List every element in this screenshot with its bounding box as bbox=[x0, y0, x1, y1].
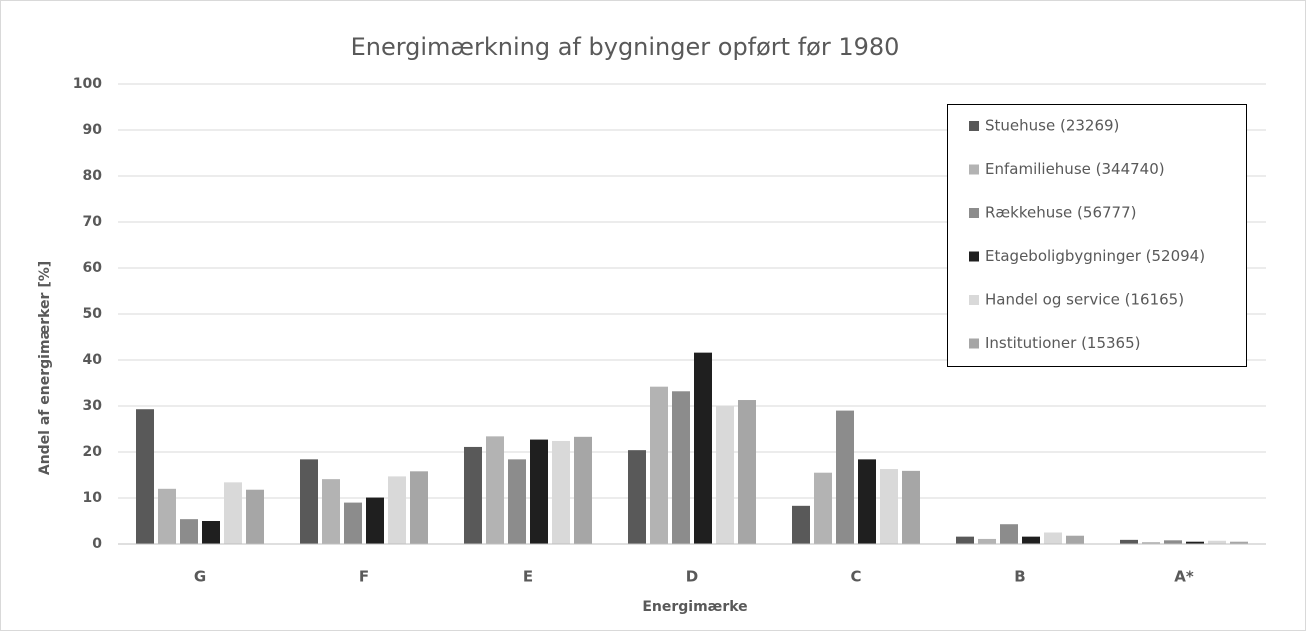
bar bbox=[1022, 536, 1040, 544]
bar bbox=[858, 459, 876, 544]
y-tick-label: 20 bbox=[83, 444, 103, 460]
y-tick-label: 0 bbox=[92, 536, 102, 552]
y-axis-label: Andel af energimærker [%] bbox=[37, 261, 53, 475]
chart-title: Energimærkning af bygninger opført før 1… bbox=[351, 33, 900, 61]
legend-swatch bbox=[969, 338, 979, 349]
bar bbox=[300, 459, 318, 544]
bar bbox=[180, 519, 198, 544]
legend-label: Rækkehuse (56777) bbox=[985, 204, 1136, 222]
x-tick-label: E bbox=[523, 568, 533, 586]
bar bbox=[738, 400, 756, 544]
y-tick-label: 50 bbox=[83, 306, 103, 322]
y-tick-label: 10 bbox=[83, 490, 103, 506]
bar bbox=[792, 505, 810, 544]
bar bbox=[880, 469, 898, 544]
bar bbox=[672, 391, 690, 544]
y-tick-label: 60 bbox=[83, 260, 103, 276]
bar bbox=[202, 521, 220, 544]
bar bbox=[530, 439, 548, 544]
bar bbox=[388, 476, 406, 544]
bar bbox=[410, 471, 428, 544]
legend-label: Institutioner (15365) bbox=[985, 334, 1141, 352]
legend-label: Stuehuse (23269) bbox=[985, 117, 1119, 135]
y-tick-label: 40 bbox=[83, 352, 103, 368]
y-tick-label: 30 bbox=[83, 398, 103, 414]
bar bbox=[1142, 542, 1160, 544]
bar bbox=[246, 489, 264, 544]
bar bbox=[1000, 524, 1018, 544]
bar bbox=[694, 352, 712, 544]
bar bbox=[464, 446, 482, 544]
bar bbox=[366, 497, 384, 544]
legend-box bbox=[947, 104, 1247, 367]
legend-swatch bbox=[969, 295, 979, 305]
bar bbox=[1208, 540, 1226, 544]
x-axis-label: Energimærke bbox=[642, 599, 747, 615]
bar bbox=[814, 472, 832, 544]
bar bbox=[978, 538, 996, 544]
bar bbox=[552, 440, 570, 544]
bar bbox=[1120, 539, 1138, 544]
legend-label: Etageboligbygninger (52094) bbox=[985, 247, 1205, 265]
legend-swatch bbox=[969, 164, 979, 175]
x-tick-label: C bbox=[850, 568, 861, 586]
bar bbox=[574, 436, 592, 544]
bar bbox=[158, 488, 176, 544]
y-tick-label: 90 bbox=[83, 122, 103, 138]
legend-swatch bbox=[969, 251, 979, 262]
bar bbox=[136, 409, 154, 544]
bar bbox=[1186, 541, 1204, 544]
bar bbox=[902, 470, 920, 544]
bar bbox=[1044, 532, 1062, 544]
x-tick-label: F bbox=[359, 568, 369, 586]
legend-swatch bbox=[969, 121, 979, 131]
bar bbox=[956, 536, 974, 544]
y-tick-label: 70 bbox=[83, 214, 103, 230]
bar bbox=[716, 405, 734, 544]
bar bbox=[650, 386, 668, 544]
x-tick-label: D bbox=[686, 568, 698, 586]
y-tick-label: 100 bbox=[73, 76, 102, 92]
bar bbox=[628, 450, 646, 544]
y-tick-label: 80 bbox=[83, 168, 103, 184]
bar bbox=[344, 502, 362, 544]
bar bbox=[322, 479, 340, 544]
x-tick-label: G bbox=[194, 568, 206, 586]
x-tick-label: A* bbox=[1174, 568, 1194, 586]
legend-label: Handel og service (16165) bbox=[985, 291, 1184, 309]
bar bbox=[836, 410, 854, 544]
bar bbox=[1230, 541, 1248, 544]
x-tick-label: B bbox=[1014, 568, 1025, 586]
legend-label: Enfamiliehuse (344740) bbox=[985, 160, 1165, 178]
bar bbox=[1164, 540, 1182, 544]
legend-swatch bbox=[969, 208, 979, 218]
bar bbox=[508, 459, 526, 544]
bar bbox=[1066, 535, 1084, 544]
bar bbox=[486, 436, 504, 544]
bar bbox=[224, 482, 242, 544]
